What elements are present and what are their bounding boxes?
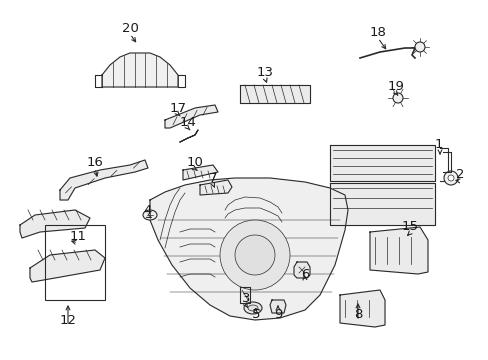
Text: 18: 18 (369, 26, 386, 39)
Text: 9: 9 (273, 309, 282, 321)
Circle shape (220, 220, 289, 290)
Circle shape (392, 93, 402, 103)
Ellipse shape (244, 302, 262, 314)
Text: 10: 10 (186, 157, 203, 170)
Circle shape (414, 42, 424, 52)
Circle shape (443, 171, 457, 185)
Bar (45, 225, 105, 300)
Circle shape (447, 175, 453, 181)
Text: 19: 19 (387, 81, 404, 94)
Text: 2: 2 (455, 168, 464, 181)
Ellipse shape (247, 305, 258, 311)
Text: 3: 3 (241, 292, 250, 306)
Text: 15: 15 (401, 220, 418, 234)
Text: 20: 20 (122, 22, 138, 35)
Polygon shape (200, 180, 231, 195)
Text: 14: 14 (179, 116, 196, 129)
Polygon shape (329, 145, 434, 181)
Polygon shape (164, 105, 218, 128)
Circle shape (235, 235, 274, 275)
Polygon shape (269, 300, 285, 313)
Text: 8: 8 (353, 309, 362, 321)
Text: 11: 11 (69, 230, 86, 243)
Polygon shape (180, 130, 198, 142)
Ellipse shape (142, 210, 157, 220)
Polygon shape (30, 250, 105, 282)
Polygon shape (150, 178, 347, 320)
Text: 1: 1 (434, 139, 443, 152)
Text: 17: 17 (169, 102, 186, 114)
Polygon shape (102, 53, 178, 87)
Polygon shape (60, 160, 148, 200)
Polygon shape (369, 227, 427, 274)
Text: 7: 7 (208, 171, 217, 184)
Polygon shape (240, 85, 309, 103)
Text: 6: 6 (300, 269, 308, 282)
Text: 13: 13 (256, 66, 273, 78)
Text: 12: 12 (60, 314, 76, 327)
Polygon shape (339, 290, 384, 327)
Polygon shape (20, 210, 90, 238)
Text: 5: 5 (251, 309, 260, 321)
Polygon shape (329, 183, 434, 225)
Polygon shape (293, 262, 309, 278)
Polygon shape (183, 165, 218, 180)
Text: 16: 16 (86, 156, 103, 168)
Text: 4: 4 (143, 203, 152, 216)
